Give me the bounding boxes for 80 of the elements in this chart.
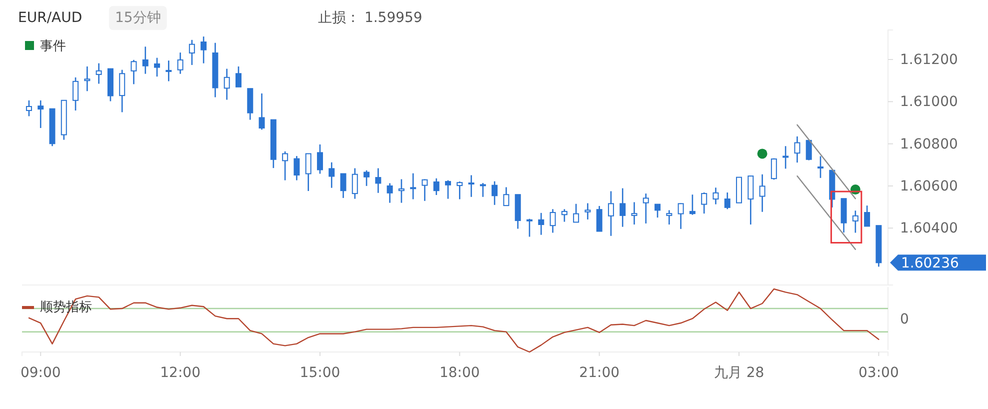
y-tick-label: 1.60800 (900, 136, 958, 152)
candlestick (224, 68, 230, 100)
candlestick (724, 192, 730, 210)
candlestick (398, 178, 404, 204)
x-tick-label: 15:00 (300, 365, 340, 382)
candlestick (352, 168, 358, 200)
y-tick-label: 1.61000 (900, 94, 958, 110)
candlestick (96, 62, 102, 84)
candlestick (316, 144, 323, 174)
text: 1.60236 (901, 256, 959, 272)
candlestick (130, 59, 137, 85)
candlestick (573, 203, 580, 223)
candlestick (852, 210, 858, 234)
candlestick (119, 69, 126, 113)
x-tick-label: 18:00 (439, 365, 480, 382)
candlestick (200, 36, 207, 64)
candlestick (445, 180, 452, 200)
candlestick (154, 57, 160, 78)
candlestick (782, 145, 789, 170)
candlestick (433, 178, 440, 196)
candlestick (794, 136, 800, 164)
candlestick (526, 218, 532, 238)
candlestick (38, 100, 44, 129)
candlestick (538, 212, 544, 236)
legend-label: 事件 (40, 39, 66, 54)
candlestick (328, 162, 335, 188)
candlestick (712, 186, 719, 205)
text: 止损： 1.59959 (318, 10, 422, 26)
candlestick (294, 155, 300, 181)
candlestick (364, 170, 370, 187)
candlestick (282, 150, 288, 181)
chart-subtitle: 15分钟 (115, 10, 161, 26)
candlestick (84, 66, 90, 92)
candlestick (26, 100, 32, 117)
y-tick-label: 1.61200 (900, 52, 958, 68)
candlestick (236, 66, 242, 88)
candlestick (759, 174, 766, 213)
candlestick (620, 188, 626, 228)
candlestick (666, 210, 672, 226)
candlestick (689, 194, 696, 216)
candlestick (608, 190, 614, 237)
candlestick (142, 46, 148, 74)
candlestick (410, 172, 416, 200)
candlestick (177, 52, 184, 74)
candlestick (701, 192, 708, 214)
x-tick-label: 03:00 (858, 365, 899, 382)
candlestick (678, 202, 684, 230)
candlestick (492, 180, 498, 206)
candlestick (480, 182, 486, 198)
x-tick-label: 21:00 (579, 365, 620, 382)
candlestick (188, 39, 195, 66)
y-tick-label: 1.60600 (900, 178, 958, 194)
candlestick (817, 156, 824, 179)
candlestick (375, 168, 382, 194)
candlestick (166, 60, 172, 82)
candlestick (386, 182, 393, 204)
candlestick (631, 202, 638, 226)
candlestick (258, 92, 265, 130)
candlestick (305, 153, 312, 192)
x-tick-label: 12:00 (160, 365, 200, 382)
x-tick-label: 09:00 (20, 365, 61, 382)
x-tick-label: 九月 28 (714, 365, 764, 382)
candlestick (770, 158, 777, 180)
candlestick (642, 192, 649, 224)
candlestick (596, 205, 602, 232)
candlestick (72, 76, 79, 112)
candlestick (456, 180, 463, 200)
candlestick (340, 173, 346, 199)
candlestick (468, 174, 474, 198)
candlestick (654, 204, 661, 218)
candlestick (864, 204, 870, 228)
chart-title: EUR/AUD (18, 10, 82, 26)
candlestick (561, 208, 568, 222)
candlestick (422, 178, 428, 202)
y-tick-label: 1.60400 (900, 220, 958, 237)
candlestick (748, 174, 754, 226)
candlestick (550, 208, 556, 234)
candlestick (503, 186, 510, 206)
candlestick (584, 202, 591, 220)
text: 0 (900, 312, 909, 328)
